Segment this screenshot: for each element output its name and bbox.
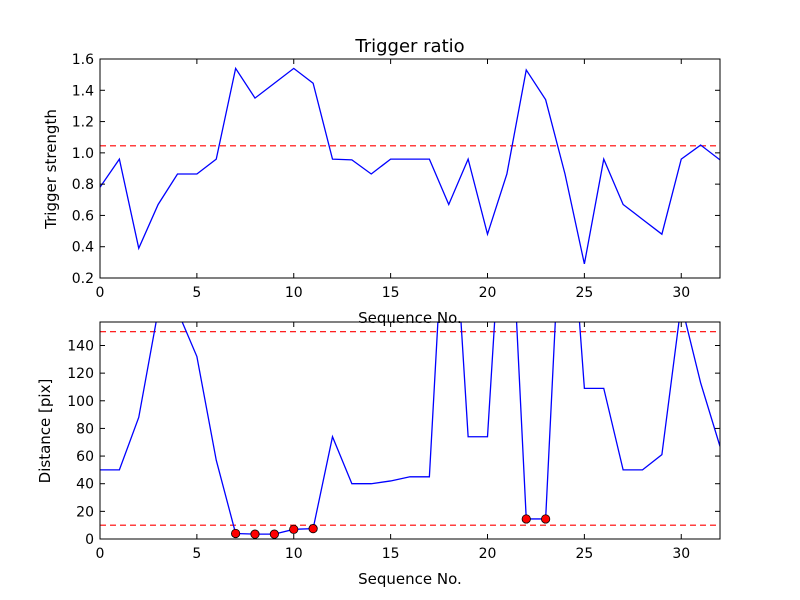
top-y-tick-label: 1.4	[72, 83, 94, 99]
bottom-y-tick-label: 120	[67, 366, 94, 382]
top-y-tick-label: 1.2	[72, 115, 94, 131]
bottom-x-tick-label: 20	[479, 546, 497, 562]
top-plot-area	[100, 66, 720, 265]
highlighted-point-2	[269, 529, 279, 539]
highlighted-point-5	[521, 514, 531, 524]
bottom-y-tick-label: 140	[67, 338, 94, 354]
bottom-y-tick-label: 40	[76, 477, 94, 493]
top-x-tick-label: 20	[479, 285, 497, 301]
bottom-plot-frame	[99, 321, 721, 540]
top-y-tick-label: 0.8	[72, 177, 94, 193]
top-x-tick-label: 30	[672, 285, 690, 301]
bottom-x-tick-label: 5	[192, 546, 201, 562]
top-y-tick-label: 0.4	[72, 240, 94, 256]
highlighted-point-1	[250, 529, 260, 539]
top-x-tick-label: 25	[575, 285, 593, 301]
bottom-y-tick-label: 20	[76, 504, 94, 520]
top-x-tick-label: 15	[382, 285, 400, 301]
top-x-tick-label: 10	[285, 285, 303, 301]
highlighted-point-6	[541, 514, 551, 524]
distance-chart: Sequence No. Distance [pix] 0 5 10 15 20 25 30…	[36, 321, 721, 588]
top-y-tick-label: 1.6	[72, 52, 94, 68]
bottom-x-tick-label: 10	[285, 546, 303, 562]
top-y-axis-label: Trigger strength	[42, 109, 60, 230]
top-y-tick-label: 0.2	[72, 271, 94, 287]
top-series-line-0	[100, 66, 720, 265]
top-y-tick-label: 0.6	[72, 208, 94, 224]
top-x-axis-label: Sequence No.	[358, 309, 462, 327]
bottom-y-tick-label: 100	[67, 394, 94, 410]
bottom-y-tick-label: 0	[85, 532, 94, 548]
bottom-series-line-0	[100, 322, 720, 535]
bottom-y-tick-label: 60	[76, 449, 94, 465]
bottom-x-tick-label: 25	[575, 546, 593, 562]
top-y-tick-label: 1.0	[72, 146, 94, 162]
trigger-ratio-chart: Trigger ratio Sequence No. Trigger stren…	[42, 36, 721, 327]
bottom-x-axis-label: Sequence No.	[358, 570, 462, 588]
bottom-x-tick-label: 0	[96, 546, 105, 562]
top-plot-frame	[99, 58, 721, 279]
bottom-x-tick-label: 30	[672, 546, 690, 562]
bottom-y-tick-label: 80	[76, 421, 94, 437]
chart-title: Trigger ratio	[354, 36, 464, 57]
bottom-x-tick-label: 15	[382, 546, 400, 562]
highlighted-point-3	[289, 524, 299, 534]
bottom-plot-area	[100, 322, 720, 535]
top-x-tick-label: 0	[96, 285, 105, 301]
highlighted-point-0	[231, 528, 241, 539]
highlighted-point-4	[308, 524, 318, 534]
top-x-tick-label: 5	[192, 285, 201, 301]
bottom-y-axis-label: Distance [pix]	[36, 379, 54, 484]
